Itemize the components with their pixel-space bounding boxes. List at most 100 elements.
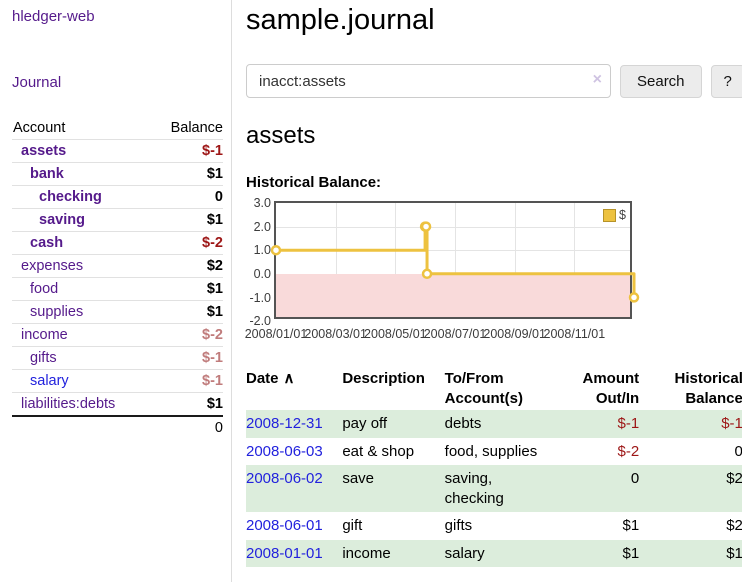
transaction-date-link[interactable]: 2008-06-01	[246, 517, 323, 535]
transaction-accounts: debts	[444, 415, 482, 433]
account-link[interactable]: cash	[30, 235, 64, 251]
transaction-date-cell: 2008-06-01	[246, 512, 342, 540]
chart-gridline-vertical	[455, 203, 456, 318]
transaction-row: 2008-06-02 save saving, checking 0 $2	[246, 465, 742, 513]
sidebar: hledger-web Journal Account Balance asse…	[0, 0, 232, 582]
accounts-header-balance: Balance	[170, 120, 223, 136]
transaction-balance: $2	[726, 517, 742, 535]
y-axis-tick-label: -1.0	[249, 290, 271, 305]
x-axis-tick-label: 2008/01/01	[244, 327, 308, 342]
register-header-row: Date ∧ Description To/From Account(s) Amo…	[246, 367, 742, 410]
register-header-accounts: To/From Account(s)	[445, 367, 559, 410]
register-header-amount: Amount Out/In	[558, 367, 649, 410]
account-name-cell: supplies	[12, 301, 151, 324]
chart-series-line	[276, 225, 636, 298]
account-link[interactable]: income	[21, 327, 68, 343]
account-link[interactable]: salary	[30, 373, 69, 389]
account-balance: $-2	[202, 235, 223, 251]
register-table: Date ∧ Description To/From Account(s) Amo…	[246, 367, 742, 568]
register-header-accounts-line1: To/From	[444, 370, 504, 388]
account-link[interactable]: assets	[21, 143, 67, 159]
account-link[interactable]: bank	[30, 166, 64, 182]
transaction-accounts: saving, checking	[444, 470, 504, 507]
account-balance: $-2	[202, 327, 223, 343]
account-link[interactable]: saving	[39, 212, 85, 228]
account-balance: $1	[206, 281, 223, 297]
chart-gridline-vertical	[335, 203, 337, 318]
sidebar-item-journal[interactable]: Journal	[12, 74, 62, 91]
y-axis-tick-label: -2.0	[249, 314, 271, 329]
register-header-date[interactable]: Date ∧	[246, 367, 342, 410]
register-header-amount-line2: Out/In	[595, 389, 640, 407]
account-link[interactable]: gifts	[30, 350, 57, 366]
transaction-date-link[interactable]: 2008-01-01	[246, 544, 323, 562]
transaction-description: eat & shop	[342, 442, 415, 460]
transaction-accounts: food, supplies	[444, 442, 538, 460]
chart-data-point	[421, 268, 433, 280]
account-row: supplies $1	[12, 300, 223, 324]
search-input[interactable]	[246, 64, 611, 99]
chart-gridline-horizontal	[276, 250, 630, 252]
search-form: × Search ?	[246, 64, 742, 99]
accounts-table-body: assets $-1 bank $1 checking 0 saving $1 cash $-2 e…	[12, 139, 223, 417]
transaction-description: pay off	[342, 415, 388, 433]
chart-gridline-horizontal	[276, 226, 630, 228]
x-axis-tick-label: 2008/05/01	[364, 327, 427, 342]
transaction-amount: $1	[622, 517, 640, 535]
help-button[interactable]: ?	[710, 64, 742, 98]
clear-search-icon[interactable]: ×	[592, 71, 602, 89]
register-table-body: 2008-12-31 pay off debts $-1 $-1 2008-06-03 ea…	[246, 410, 742, 568]
x-axis-tick-label: 2008/11/01	[543, 327, 606, 342]
account-row: gifts $-1	[12, 346, 223, 370]
accounts-table-header: Account Balance	[12, 117, 223, 140]
y-axis-tick-label: 2.0	[253, 219, 271, 234]
transaction-row: 2008-01-01 income salary $1 $1	[246, 539, 742, 568]
account-row: assets $-1	[12, 139, 223, 163]
app-title-link[interactable]: hledger-web	[12, 8, 95, 25]
account-link[interactable]: liabilities:debts	[21, 396, 116, 412]
transaction-balance: 0	[734, 442, 742, 460]
transaction-amount: 0	[630, 470, 640, 488]
chart-gridline-vertical	[574, 203, 576, 318]
account-row: saving $1	[12, 208, 223, 232]
transaction-date-link[interactable]: 2008-06-03	[246, 442, 323, 460]
account-balance: $1	[206, 166, 223, 182]
transaction-amount: $-2	[617, 442, 640, 460]
transaction-date-cell: 2008-01-01	[246, 540, 342, 568]
transaction-date-cell: 2008-12-31	[246, 410, 342, 438]
account-link[interactable]: checking	[39, 189, 102, 205]
transaction-row: 2008-12-31 pay off debts $-1 $-1	[246, 410, 742, 438]
transaction-date-link[interactable]: 2008-06-02	[246, 470, 323, 488]
x-axis-tick-label: 2008/03/01	[304, 327, 367, 342]
account-balance: $1	[206, 212, 223, 228]
accounts-table: Account Balance assets $-1 bank $1 checking 0…	[12, 117, 223, 439]
account-name-cell: food	[12, 278, 151, 301]
y-axis-tick-label: 3.0	[253, 196, 271, 211]
account-link[interactable]: food	[30, 281, 59, 297]
balance-chart: $ 3.0 2.0 1.0 0.0 -1.0 -2.0 2008/01/01 2008/03/…	[244, 196, 742, 347]
chart-plot: $	[270, 201, 640, 320]
transaction-description: save	[342, 470, 375, 488]
chart-data-point	[270, 245, 282, 256]
register-header-date-label: Date	[246, 370, 279, 388]
account-name-cell: liabilities:debts	[12, 393, 151, 417]
account-balance: $1	[206, 396, 223, 412]
account-row: expenses $2	[12, 254, 223, 278]
account-name-cell: income	[12, 324, 151, 347]
transaction-date-link[interactable]: 2008-12-31	[246, 415, 323, 433]
chart-series-layer	[270, 221, 640, 303]
x-axis-tick-label: 2008/09/01	[483, 327, 546, 342]
account-link[interactable]: expenses	[21, 258, 84, 274]
chart-gridline-vertical	[514, 203, 516, 318]
search-button[interactable]: Search	[620, 64, 702, 98]
account-balance: $2	[206, 258, 223, 274]
account-name-cell: salary	[12, 370, 151, 393]
transaction-description: income	[342, 544, 391, 562]
chart-negative-region	[276, 274, 630, 318]
accounts-total-value: 0	[214, 420, 223, 436]
account-link[interactable]: supplies	[30, 304, 84, 320]
transaction-accounts: salary	[444, 544, 485, 562]
account-row: bank $1	[12, 162, 223, 186]
transaction-amount: $1	[622, 544, 640, 562]
